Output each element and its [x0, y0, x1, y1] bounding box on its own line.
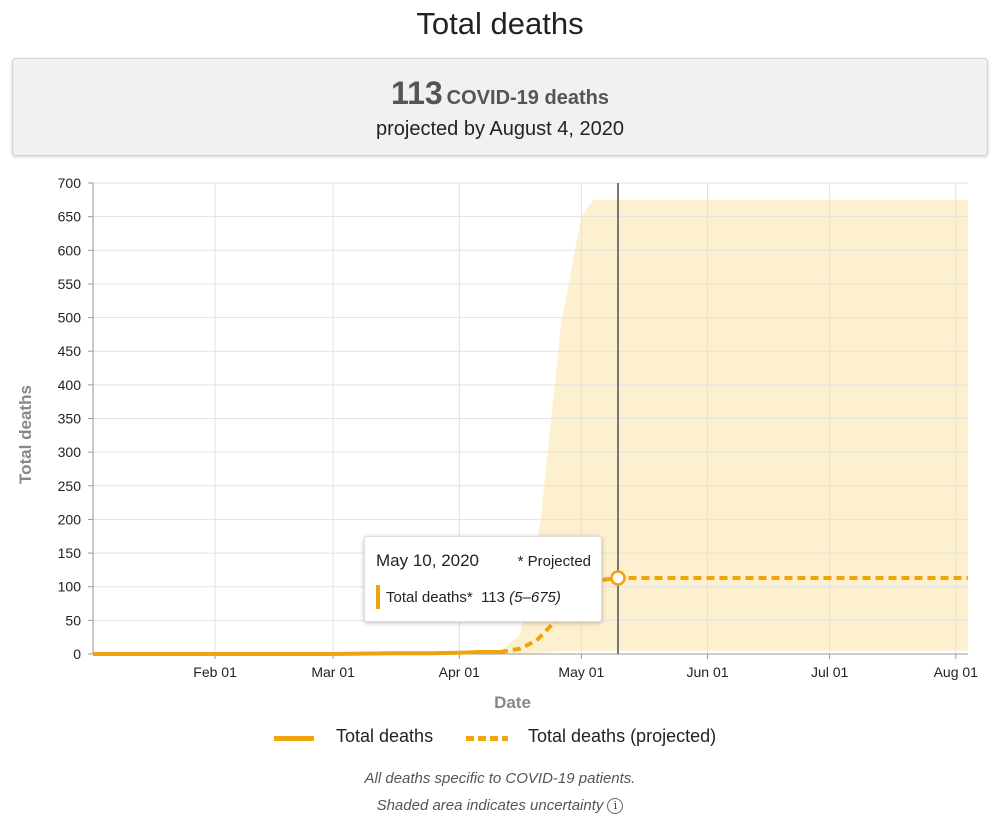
x-tick-label: May 01: [558, 664, 604, 680]
y-tick-label: 600: [58, 242, 82, 258]
y-tick-label: 500: [58, 310, 82, 326]
y-tick-label: 700: [58, 175, 82, 191]
legend-swatch-actual: [274, 736, 314, 741]
x-tick-label: Jul 01: [811, 664, 849, 680]
y-tick-label: 150: [58, 545, 82, 561]
x-tick-label: Mar 01: [311, 664, 355, 680]
y-tick-label: 300: [58, 444, 82, 460]
x-tick-label: Jun 01: [687, 664, 729, 680]
summary-value: 113: [391, 75, 443, 111]
y-tick-label: 350: [58, 411, 82, 427]
x-axis-title: Date: [494, 693, 531, 712]
tooltip-series-swatch: [376, 585, 380, 609]
summary-subtitle: projected by August 4, 2020: [376, 118, 624, 140]
chart-legend: Total deaths Total deaths (projected): [0, 726, 1000, 752]
legend-item-actual[interactable]: Total deaths: [336, 726, 434, 746]
summary-unit: COVID-19 deaths: [446, 87, 609, 109]
chart-tooltip: May 10, 2020 * Projected Total deaths* 1…: [364, 536, 602, 622]
legend-item-projected[interactable]: Total deaths (projected): [528, 726, 717, 746]
x-tick-label: Apr 01: [439, 664, 480, 680]
note-deaths: All deaths specific to COVID-19 patients…: [364, 770, 636, 787]
tooltip-row: Total deaths* 113 (5–675): [386, 589, 561, 606]
y-tick-label: 650: [58, 209, 82, 225]
y-tick-label: 100: [58, 579, 82, 595]
y-tick-label: 50: [65, 612, 81, 628]
y-tick-label: 550: [58, 276, 82, 292]
summary-box: 113 COVID-19 deaths projected by August 4…: [12, 58, 988, 156]
tooltip-value: 113: [481, 589, 505, 606]
y-tick-label: 200: [58, 511, 82, 527]
y-axis-title: Total deaths: [16, 385, 35, 484]
highlight-point: [610, 570, 626, 586]
tooltip-date: May 10, 2020: [376, 551, 480, 570]
actual-deaths-line: [93, 650, 500, 656]
tooltip-series-label: Total deaths*: [386, 589, 473, 606]
y-tick-label: 250: [58, 478, 82, 494]
x-tick-label: Aug 01: [934, 664, 979, 680]
x-tick-label: Feb 01: [193, 664, 237, 680]
total-deaths-chart[interactable]: 0 50 100 150 200 250 300 350 400 450 500 550 600 650 7…: [0, 160, 1000, 720]
info-icon[interactable]: i: [607, 798, 624, 814]
tooltip-projected-note: * Projected: [517, 553, 591, 570]
y-tick-label: 0: [73, 646, 81, 662]
page-title: Total deaths: [416, 6, 584, 41]
y-tick-label: 450: [58, 343, 82, 359]
y-tick-label: 400: [58, 377, 82, 393]
uncertainty-band: [499, 199, 968, 655]
tooltip-range: (5–675): [509, 589, 561, 606]
legend-swatch-projected: [466, 736, 508, 741]
note-uncertainty: Shaded area indicates uncertainty i: [0, 797, 1000, 814]
note-uncertainty-text: Shaded area indicates uncertainty: [376, 797, 604, 814]
